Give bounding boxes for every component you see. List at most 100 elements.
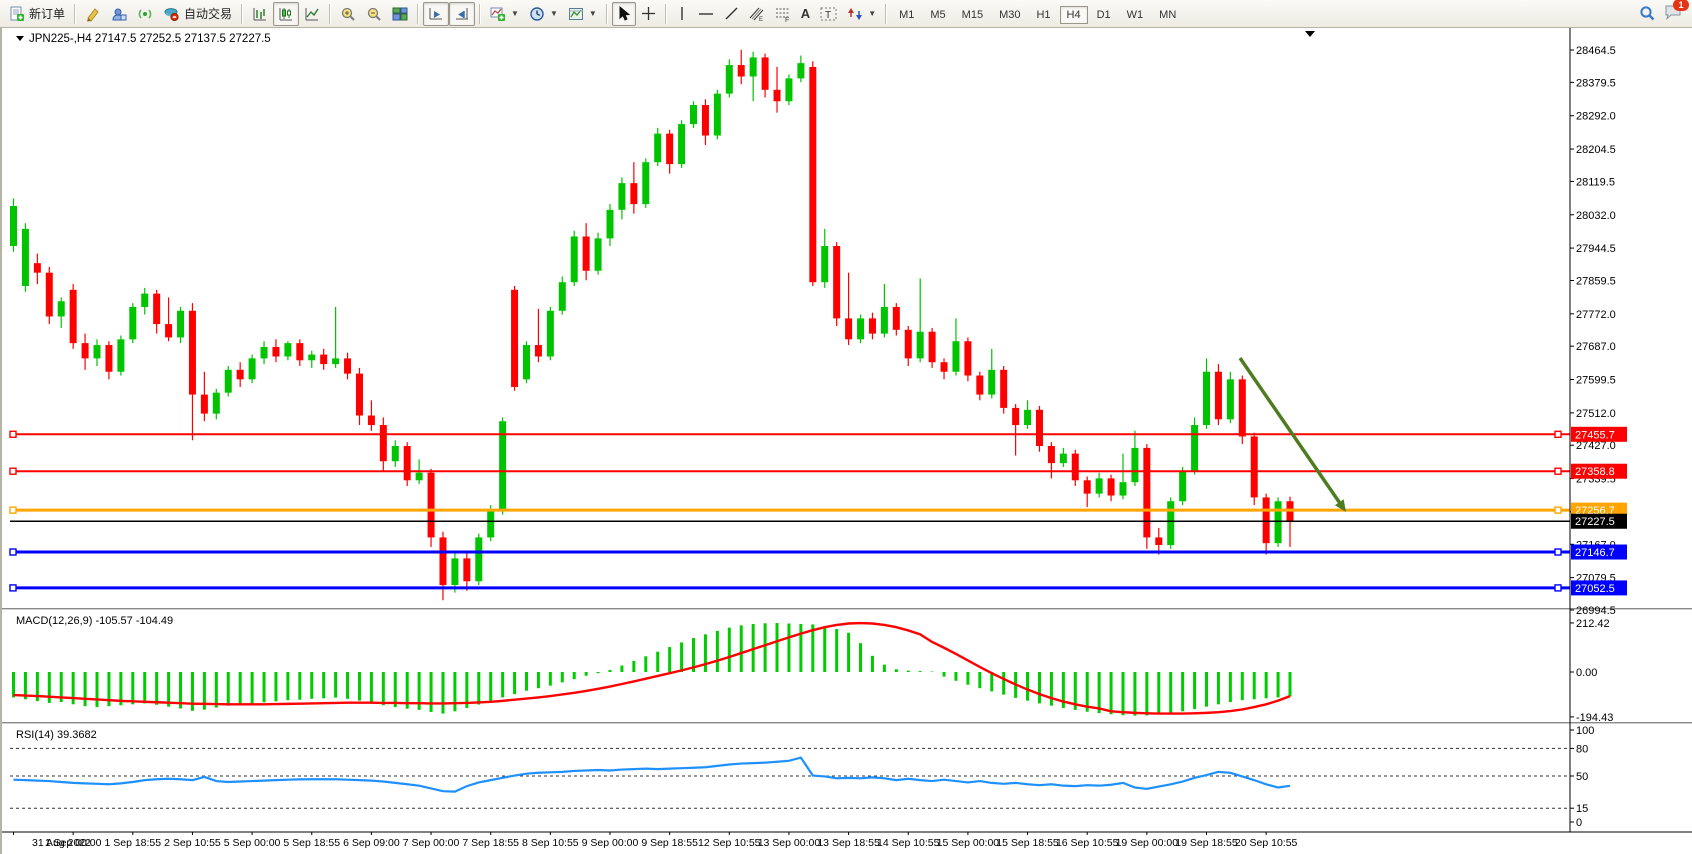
chart-shift-button[interactable] [449,1,476,26]
arrows-tool-button[interactable]: ▼ [842,2,881,26]
toolbar-separator [664,3,667,24]
vertical-line-tool-button[interactable] [671,2,693,26]
crosshair-icon [641,7,655,20]
tile-windows-button[interactable] [387,2,413,26]
svg-text:13 Sep 18:55: 13 Sep 18:55 [817,837,880,849]
svg-text:28379.5: 28379.5 [1576,77,1616,89]
community-button[interactable] [106,2,132,26]
svg-text:13 Sep 00:00: 13 Sep 00:00 [758,837,821,849]
svg-text:19 Sep 00:00: 19 Sep 00:00 [1116,837,1179,849]
metaeditor-button[interactable] [80,2,106,26]
svg-text:2 Sep 10:55: 2 Sep 10:55 [164,837,221,849]
text-tool-icon: A [800,6,811,21]
toolbar-separator [241,3,244,24]
svg-text:14 Sep 10:55: 14 Sep 10:55 [877,837,940,849]
text-label-icon: T [820,7,837,21]
bar-chart-mode-button[interactable] [247,2,273,26]
zoom-in-button[interactable] [335,2,361,26]
horizontal-line-icon [698,13,713,15]
crosshair-tool-button[interactable] [636,2,661,26]
svg-text:MACD(12,26,9) -105.57 -104.49: MACD(12,26,9) -105.57 -104.49 [16,615,173,627]
timeframe-m1[interactable]: M1 [899,8,915,21]
bar-chart-icon [253,7,267,20]
svg-text:100: 100 [1576,725,1594,737]
toolbar-right: 1 [1639,0,1689,23]
zoom-in-icon [341,7,355,21]
toolbar-separator [329,3,332,24]
templates-button[interactable]: ▼ [563,2,602,26]
timeframe-d1[interactable]: D1 [1096,8,1111,21]
svg-text:0: 0 [1576,817,1582,829]
svg-text:JPN225-,H4 27147.5 27252.5 27: JPN225-,H4 27147.5 27252.5 27137.5 27227… [29,33,271,45]
arrows-icon [848,7,863,20]
chart-shift-icon [456,7,469,19]
auto-scroll-icon [429,7,443,19]
svg-text:RSI(14) 39.3682: RSI(14) 39.3682 [16,729,97,741]
search-icon[interactable] [1639,5,1656,22]
auto-scroll-button[interactable] [423,1,450,26]
signals-button[interactable] [132,2,158,26]
svg-text:27599.5: 27599.5 [1576,375,1616,387]
channel-tool-button[interactable]: E [744,2,770,26]
svg-text:7 Sep 18:55: 7 Sep 18:55 [462,837,519,849]
autotrading-button[interactable]: 自动交易 [158,2,237,26]
chart-window[interactable]: JPN225-,H4 27147.5 27252.5 27137.5 27227… [0,28,1692,854]
candlestick-mode-button[interactable] [273,1,300,26]
timeframe-m30[interactable]: M30 [999,8,1021,21]
svg-text:1 Sep 00:00: 1 Sep 00:00 [45,837,102,849]
svg-text:-194.43: -194.43 [1576,712,1613,724]
metaeditor-icon [87,7,99,22]
indicators-button[interactable]: ▼ [485,2,524,26]
svg-text:15 Sep 00:00: 15 Sep 00:00 [937,837,1000,849]
svg-text:E: E [759,17,763,22]
periods-dropdown-arrow[interactable]: ▼ [549,9,558,18]
arrows-dropdown-arrow[interactable]: ▼ [868,9,877,18]
svg-text:27256.7: 27256.7 [1575,505,1615,517]
svg-text:80: 80 [1576,743,1588,755]
svg-text:27455.7: 27455.7 [1575,429,1615,441]
signals-icon [138,8,152,19]
line-chart-icon [305,7,319,20]
svg-text:28204.5: 28204.5 [1576,144,1616,156]
text-tool-button[interactable]: A [796,2,815,26]
toolbar-separator [479,3,482,24]
svg-text:27427.0: 27427.0 [1576,440,1616,452]
toolbar-separator [885,3,888,24]
vertical-line-icon [681,7,683,20]
timeframe-m5[interactable]: M5 [930,8,946,21]
timeframe-mn[interactable]: MN [1159,8,1177,21]
svg-text:5 Sep 18:55: 5 Sep 18:55 [283,837,340,849]
templates-dropdown-arrow[interactable]: ▼ [588,9,597,18]
svg-text:27052.5: 27052.5 [1575,583,1615,595]
cursor-icon [619,6,631,21]
indicators-icon [490,7,506,21]
svg-text:28032.0: 28032.0 [1576,210,1616,222]
label-tool-button[interactable]: T [815,2,842,26]
chart-canvas[interactable]: JPN225-,H4 27147.5 27252.5 27137.5 27227… [2,28,1692,854]
svg-text:5 Sep 00:00: 5 Sep 00:00 [224,837,281,849]
svg-text:7 Sep 00:00: 7 Sep 00:00 [403,837,460,849]
template-icon [568,7,583,20]
notification-badge: 1 [1673,0,1689,11]
indicators-dropdown-arrow[interactable]: ▼ [511,9,519,18]
toolbar-separator [417,3,420,24]
timeframe-m15[interactable]: M15 [961,8,984,21]
svg-text:9 Sep 00:00: 9 Sep 00:00 [582,837,639,849]
new-order-button[interactable]: 新订单 [4,2,70,26]
timeframe-h1[interactable]: H1 [1036,8,1051,21]
zoom-out-button[interactable] [361,2,387,26]
cursor-tool-button[interactable] [611,1,636,26]
svg-text:31 Aug 2022: 31 Aug 2022 [32,837,91,849]
svg-text:8 Sep 10:55: 8 Sep 10:55 [522,837,579,849]
toolbar-separator [74,3,77,24]
fibonacci-tool-button[interactable]: F [770,2,796,26]
notifications-button[interactable]: 1 [1664,0,1689,23]
trendline-tool-button[interactable] [719,2,744,26]
line-chart-mode-button[interactable] [299,2,325,26]
autotrading-icon [164,7,179,21]
horizontal-line-tool-button[interactable] [693,2,719,26]
timeframe-group: M1 M5 M15 M30 H1 H4 D1 W1 MN [891,5,1184,24]
timeframe-h4[interactable]: H4 [1059,5,1088,24]
periods-button[interactable]: ▼ [524,2,563,26]
timeframe-w1[interactable]: W1 [1126,8,1144,21]
